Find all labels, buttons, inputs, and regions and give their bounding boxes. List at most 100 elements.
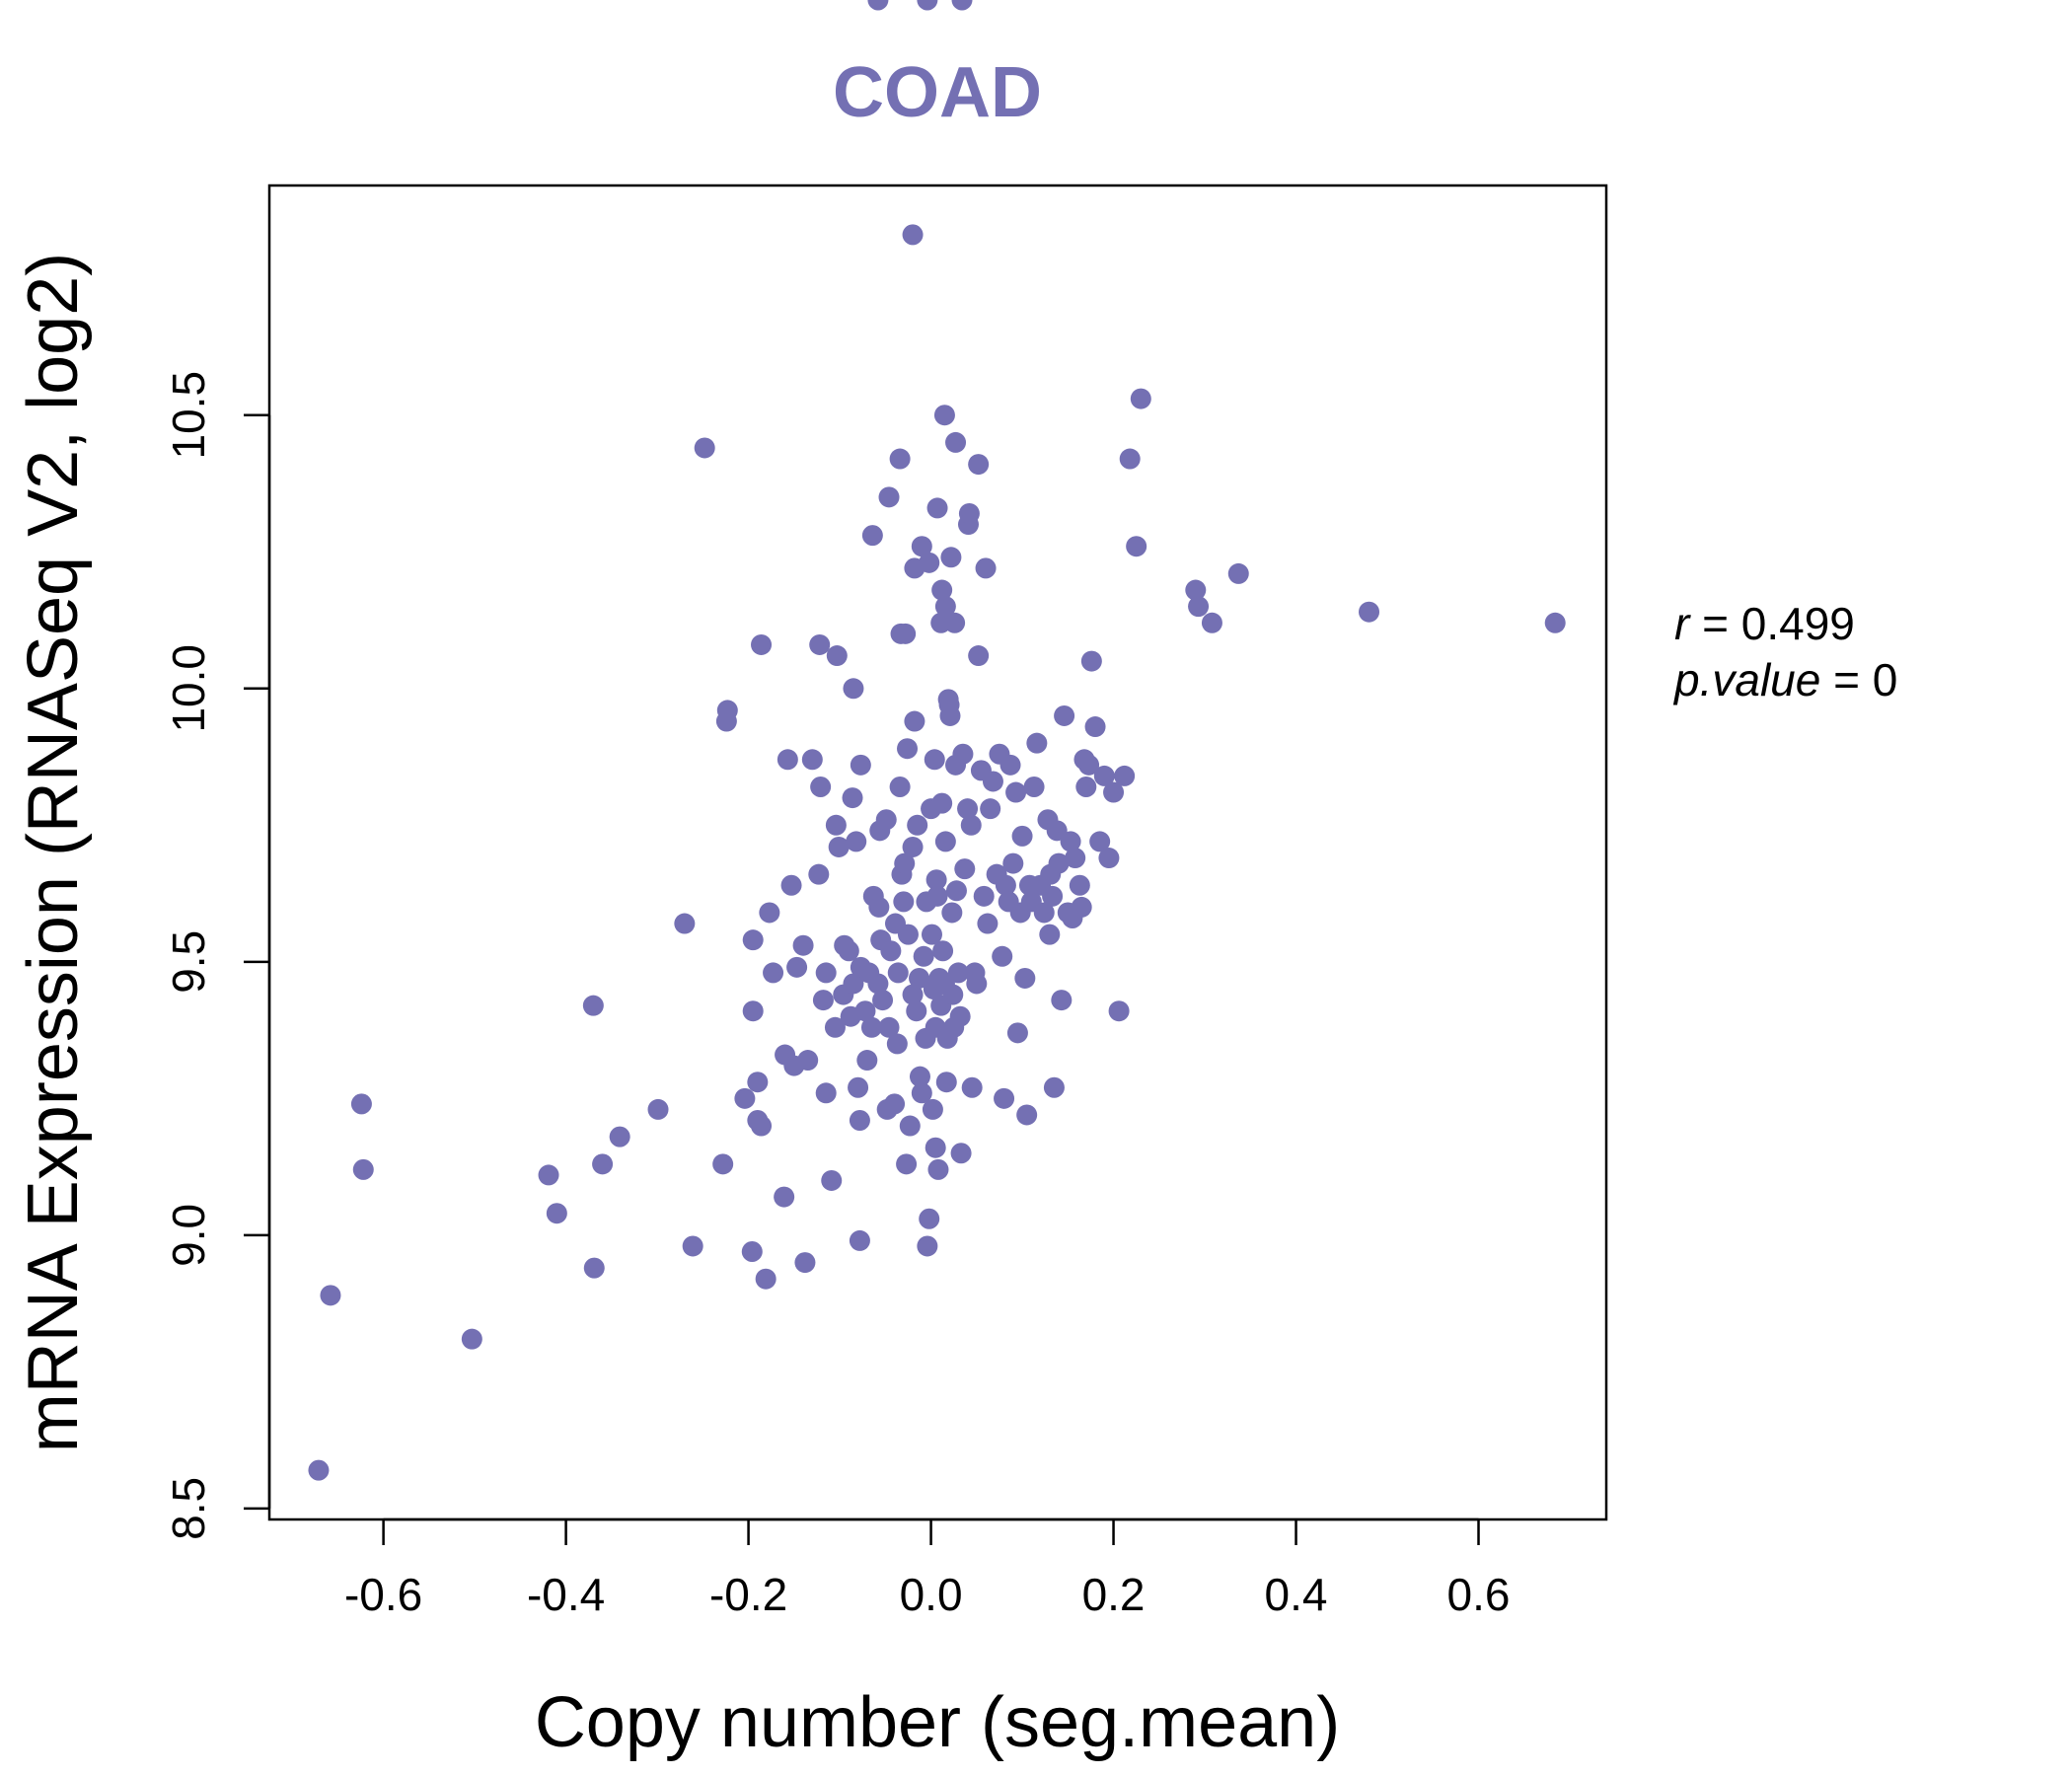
- data-point: [1098, 848, 1120, 869]
- y-axis: 8.5 9.0 9.5 10.0 10.5: [163, 371, 271, 1540]
- stats-annotation: r = 0.499 p.value = 0: [1672, 598, 1897, 705]
- data-point: [980, 798, 1001, 820]
- data-point: [1084, 716, 1106, 738]
- data-point: [930, 612, 952, 633]
- data-point: [961, 1076, 983, 1098]
- data-point: [825, 814, 847, 836]
- data-point: [872, 990, 894, 1011]
- data-point: [917, 1235, 938, 1257]
- data-point: [546, 1203, 567, 1224]
- data-point: [902, 836, 924, 857]
- data-point: [896, 1153, 918, 1175]
- data-point: [846, 831, 867, 852]
- data-point: [815, 1082, 837, 1104]
- data-point: [926, 497, 948, 519]
- data-point: [975, 557, 997, 579]
- data-point: [952, 743, 974, 765]
- data-point: [897, 924, 919, 945]
- y-tick-label: 9.0: [163, 1204, 214, 1267]
- data-point: [843, 973, 864, 995]
- data-point: [904, 710, 925, 732]
- data-point: [582, 995, 604, 1016]
- data-point: [682, 1235, 703, 1257]
- data-point: [1043, 1076, 1065, 1098]
- data-point: [734, 1087, 756, 1109]
- data-point: [922, 1098, 943, 1120]
- data-point: [931, 579, 953, 601]
- data-point: [860, 1016, 882, 1038]
- data-point: [911, 1082, 932, 1104]
- data-point: [1002, 852, 1024, 874]
- x-tick-label: 0.2: [1082, 1569, 1146, 1620]
- data-point: [917, 0, 938, 11]
- data-point: [995, 874, 1016, 896]
- data-point: [994, 1087, 1015, 1109]
- data-point: [902, 224, 924, 246]
- data-point: [942, 984, 964, 1005]
- data-point: [880, 940, 902, 962]
- data-point: [1108, 1000, 1130, 1022]
- data-point: [1054, 704, 1075, 726]
- data-point: [794, 1252, 816, 1274]
- data-point: [1359, 601, 1380, 623]
- data-point: [674, 913, 696, 934]
- data-point: [934, 831, 956, 852]
- data-point: [932, 940, 954, 962]
- data-point: [1119, 448, 1141, 470]
- data-point: [921, 924, 942, 945]
- data-point: [911, 536, 932, 557]
- data-point: [759, 902, 780, 924]
- data-point: [1080, 650, 1102, 672]
- data-point: [755, 1268, 777, 1290]
- data-point: [958, 502, 980, 524]
- r-equals: =: [1689, 598, 1740, 649]
- y-tick-label: 10.0: [163, 644, 214, 733]
- data-point: [1033, 902, 1055, 924]
- data-point: [1093, 765, 1115, 786]
- data-point: [1089, 831, 1111, 852]
- data-point: [848, 1076, 869, 1098]
- data-point: [1188, 596, 1210, 618]
- data-point: [1544, 612, 1566, 633]
- data-point: [867, 0, 889, 11]
- data-point: [886, 1033, 908, 1055]
- data-point: [810, 777, 832, 798]
- data-point: [954, 858, 976, 880]
- data-point: [780, 874, 802, 896]
- data-point: [320, 1285, 341, 1306]
- y-tick-label: 9.5: [163, 930, 214, 994]
- data-point: [934, 596, 956, 618]
- data-points: [308, 0, 1566, 1481]
- data-point: [842, 787, 863, 809]
- data-point: [538, 1164, 559, 1186]
- data-point: [938, 694, 960, 715]
- data-point: [909, 1066, 930, 1087]
- data-point: [815, 962, 837, 984]
- data-point: [350, 1093, 372, 1115]
- data-point: [849, 1110, 870, 1132]
- data-point: [1014, 967, 1036, 989]
- data-point: [966, 973, 988, 995]
- data-point: [890, 623, 912, 644]
- data-point: [909, 967, 930, 989]
- r-stat: r = 0.499: [1674, 598, 1855, 649]
- data-point: [941, 902, 963, 924]
- data-point: [1185, 579, 1207, 601]
- r-value: 0.499: [1741, 598, 1855, 649]
- data-point: [977, 913, 999, 934]
- x-tick-label: -0.6: [344, 1569, 422, 1620]
- data-point: [809, 633, 831, 655]
- data-point: [1051, 990, 1073, 1011]
- data-point: [919, 552, 940, 573]
- data-point: [1060, 831, 1081, 852]
- data-point: [609, 1126, 630, 1147]
- chart-title: COAD: [833, 53, 1042, 132]
- data-point: [1227, 562, 1249, 584]
- x-axis-label: Copy number (seg.mean): [535, 1683, 1340, 1762]
- data-point: [1006, 1022, 1028, 1044]
- data-point: [861, 525, 883, 547]
- r-label: r: [1674, 598, 1691, 649]
- p-stat: p.value = 0: [1672, 654, 1897, 705]
- data-point: [751, 633, 773, 655]
- data-point: [854, 1000, 876, 1022]
